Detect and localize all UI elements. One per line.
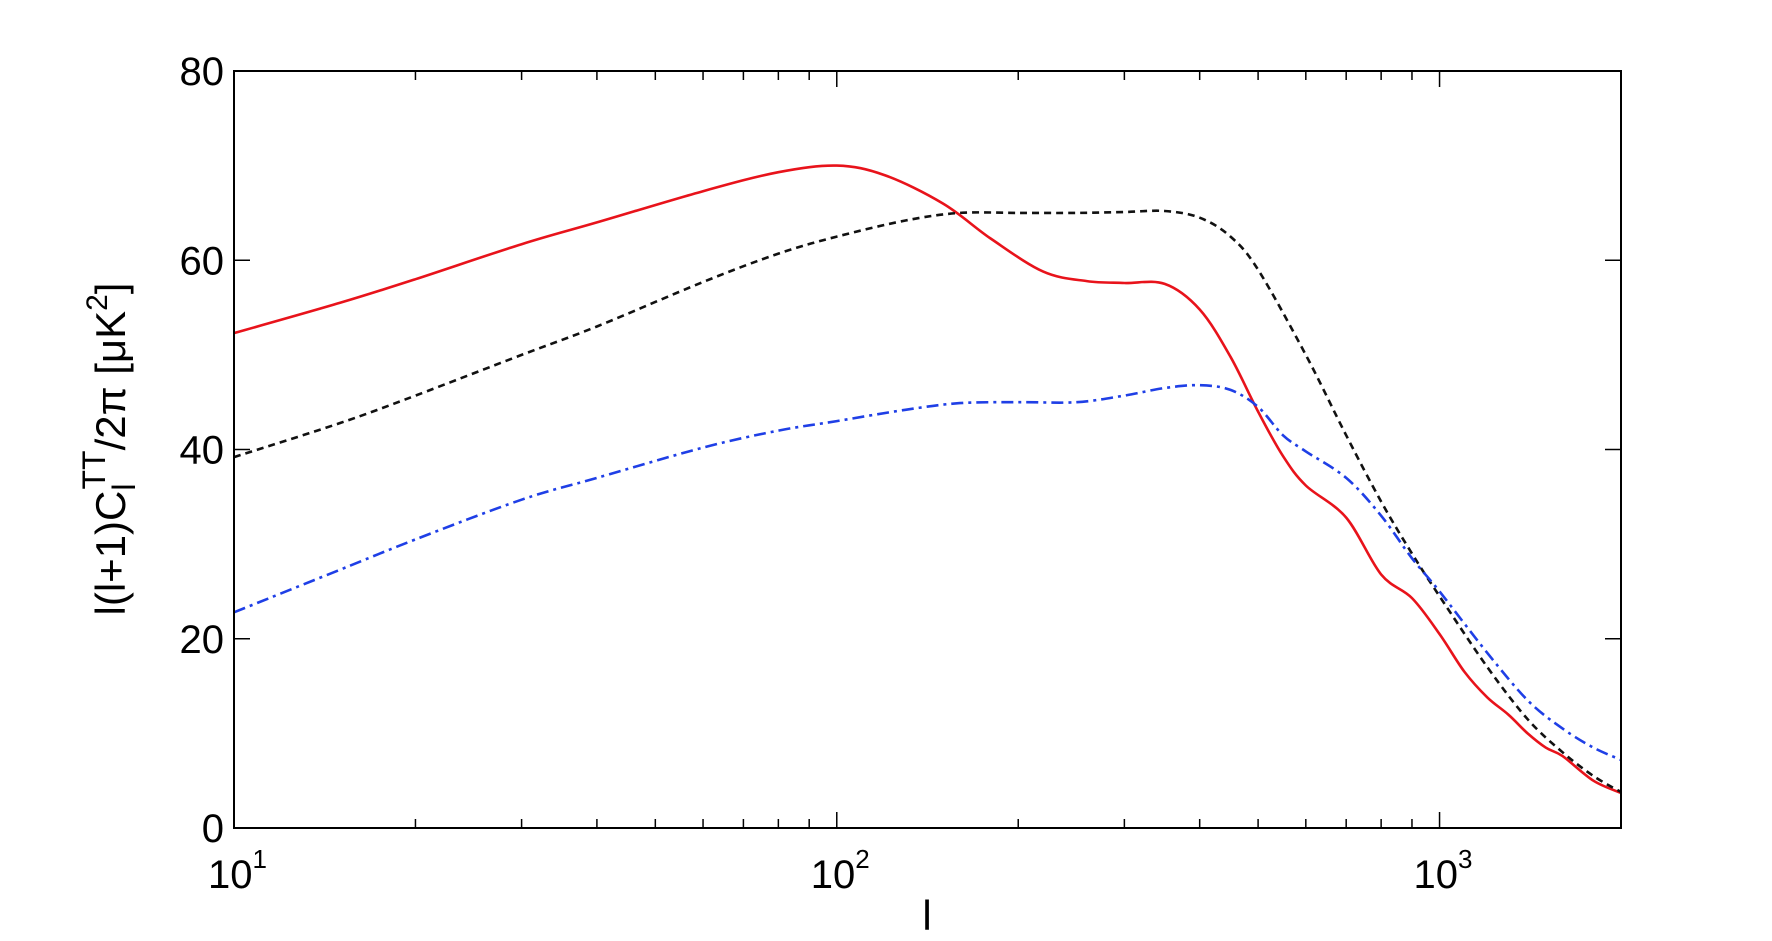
y-axis-title-unit-exp: 2 [81,294,114,311]
x-tick-label-base: 10 [208,853,253,897]
series-layer [233,164,1622,795]
y-axis-title-close: ] [87,283,134,295]
y-axis-title-superscript: TT [76,450,112,489]
x-tick-label-exp: 2 [855,844,869,874]
x-tick-label: 101 [208,844,267,897]
y-tick-label: 40 [180,429,225,473]
x-axis-title: l [922,892,931,939]
y-axis-title-prefix: l(l+1)C [87,491,134,616]
y-tick-label: 80 [180,50,225,94]
series-line-solid [233,164,1622,795]
x-tick-label: 103 [1414,844,1473,897]
y-tick-label: 20 [180,618,225,662]
y-tick-label: 60 [180,239,225,283]
x-tick-label-base: 10 [1414,853,1459,897]
plot-frame [233,70,1622,829]
y-tick-label: 0 [202,807,224,851]
series-line-dashdot [233,383,1622,762]
x-tick-label: 102 [811,844,870,897]
y-axis-title: l(l+1)ClTT/2π [μK2] [76,283,142,616]
y-axis-title-subscript: l [106,484,142,491]
x-tick-label-exp: 1 [253,844,267,874]
y-axis-title-suffix: /2π [μK [87,311,134,451]
x-tick-label-base: 10 [811,853,856,897]
series-line-dashed [233,209,1622,794]
x-tick-label-exp: 3 [1458,844,1472,874]
ticks-layer [233,70,1621,829]
